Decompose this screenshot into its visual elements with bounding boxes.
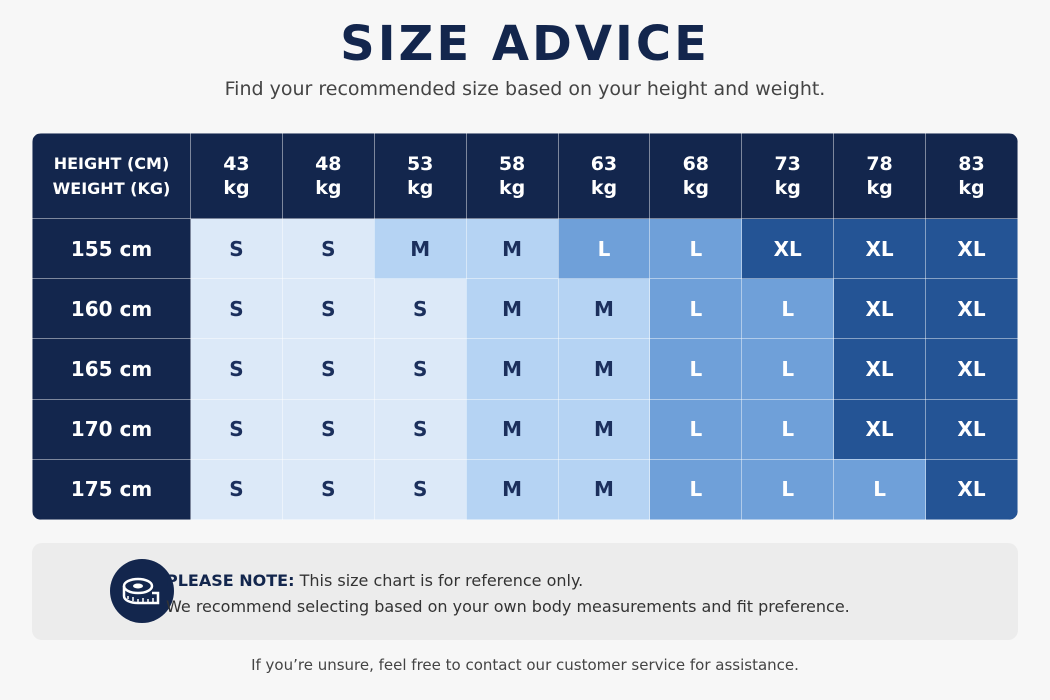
weight-unit: kg [590, 177, 618, 199]
weight-header: 53 kg [373, 133, 467, 219]
size-row: 175 cm S S S M M L L L XL [32, 458, 1018, 520]
corner-cell: HEIGHT (CM) WEIGHT (KG) [32, 133, 191, 219]
weight-value: 63 [590, 153, 618, 175]
size-cell: XL [833, 338, 926, 400]
height-label: 175 cm [32, 458, 191, 520]
weight-unit: kg [315, 177, 342, 199]
size-cell: XL [925, 217, 1018, 280]
table-body: 155 cm S S M M L L XL XL XL 160 cm S S S M M L L XL XL 165 c… [32, 217, 1018, 520]
weight-value: 58 [498, 153, 526, 175]
weight-unit: kg [682, 177, 709, 199]
tape-icon [110, 559, 174, 623]
size-cell: L [649, 338, 743, 400]
footer: If you’re unsure, feel free to contact o… [251, 656, 799, 674]
weight-value: 68 [682, 153, 710, 175]
size-cell: XL [833, 217, 926, 280]
size-cell: S [373, 278, 467, 340]
size-row: 160 cm S S S M M L L XL XL [32, 278, 1018, 340]
weight-value: 48 [315, 153, 342, 175]
size-cell: L [741, 398, 835, 460]
height-label: 160 cm [32, 278, 191, 340]
size-row: 155 cm S S M M L L XL XL XL [32, 217, 1018, 280]
corner-height: HEIGHT (CM) [53, 154, 170, 173]
size-cell: S [281, 398, 375, 460]
note-label: PLEASE NOTE: [166, 571, 295, 590]
size-cell: L [741, 338, 835, 400]
weight-header: 68 kg [649, 133, 743, 219]
size-cell: L [557, 217, 651, 280]
note-text-1: This size chart is for reference only. [299, 571, 584, 590]
height-label: 165 cm [32, 338, 191, 400]
size-cell: M [465, 338, 559, 400]
size-cell: XL [833, 398, 926, 460]
size-cell: XL [925, 398, 1018, 460]
size-row: 170 cm S S S M M L L XL XL [32, 398, 1018, 460]
size-cell: L [741, 278, 835, 340]
weight-header: 48 kg [281, 133, 375, 219]
size-cell: XL [741, 217, 835, 280]
size-cell: M [465, 458, 559, 520]
size-cell: S [281, 338, 375, 400]
size-cell: S [190, 278, 283, 340]
size-cell: L [649, 398, 743, 460]
size-cell: L [833, 458, 926, 520]
table: HEIGHT (CM) WEIGHT (KG) 43 kg 48 kg 53 kg 58 kg… [32, 133, 1018, 520]
size-cell: L [649, 217, 743, 280]
subtitle: Find your recommended size based on your… [224, 78, 826, 100]
weight-header: 83 kg [925, 133, 1018, 219]
height-label: 170 cm [32, 398, 191, 460]
size-cell: XL [833, 278, 926, 340]
weight-value: 78 [866, 153, 893, 175]
size-cell: L [649, 278, 743, 340]
size-cell: S [281, 217, 375, 280]
size-cell: S [190, 338, 283, 400]
size-cell: S [373, 458, 467, 520]
weight-value: 73 [774, 153, 801, 175]
weight-value: 43 [223, 153, 250, 175]
corner-weight: WEIGHT (KG) [52, 179, 171, 198]
size-cell: M [465, 278, 559, 340]
weight-header: 63 kg [557, 133, 651, 219]
weight-unit: kg [866, 177, 893, 199]
size-cell: XL [925, 278, 1018, 340]
note-line-2: We recommend selecting based on your own… [166, 597, 850, 616]
size-cell: M [465, 217, 559, 280]
size-cell: M [557, 398, 651, 460]
size-cell: XL [925, 458, 1018, 520]
size-cell: S [373, 398, 467, 460]
weight-header: 58 kg [465, 133, 559, 219]
size-cell: S [190, 398, 283, 460]
size-table: HEIGHT (CM) WEIGHT (KG) 43 kg 48 kg 53 kg 58 kg… [32, 133, 1018, 520]
size-cell: S [281, 278, 375, 340]
weight-header: 78 kg [833, 133, 926, 219]
size-cell: M [557, 458, 651, 520]
size-cell: M [373, 217, 467, 280]
size-cell: S [190, 217, 283, 280]
weight-unit: kg [223, 177, 250, 199]
note-line-1: PLEASE NOTE: This size chart is for refe… [166, 571, 583, 590]
weight-value: 83 [958, 153, 985, 175]
weight-unit: kg [958, 177, 985, 199]
size-cell: M [557, 338, 651, 400]
title: SIZE ADVICE [340, 16, 710, 72]
size-cell: M [557, 278, 651, 340]
size-cell: L [741, 458, 835, 520]
header-row: HEIGHT (CM) WEIGHT (KG) 43 kg 48 kg 53 kg 58 kg… [32, 133, 1018, 219]
size-cell: S [373, 338, 467, 400]
size-cell: S [190, 458, 283, 520]
size-cell: S [281, 458, 375, 520]
weight-header: 73 kg [741, 133, 835, 219]
size-cell: XL [925, 338, 1018, 400]
weight-header: 43 kg [190, 133, 283, 219]
weight-value: 53 [406, 153, 434, 175]
size-cell: L [649, 458, 743, 520]
height-label: 155 cm [32, 217, 191, 280]
weight-unit: kg [407, 177, 434, 199]
size-row: 165 cm S S S M M L L XL XL [32, 338, 1018, 400]
weight-unit: kg [774, 177, 801, 199]
weight-unit: kg [498, 177, 526, 199]
size-cell: M [465, 398, 559, 460]
note-box: PLEASE NOTE: This size chart is for refe… [32, 543, 1018, 640]
